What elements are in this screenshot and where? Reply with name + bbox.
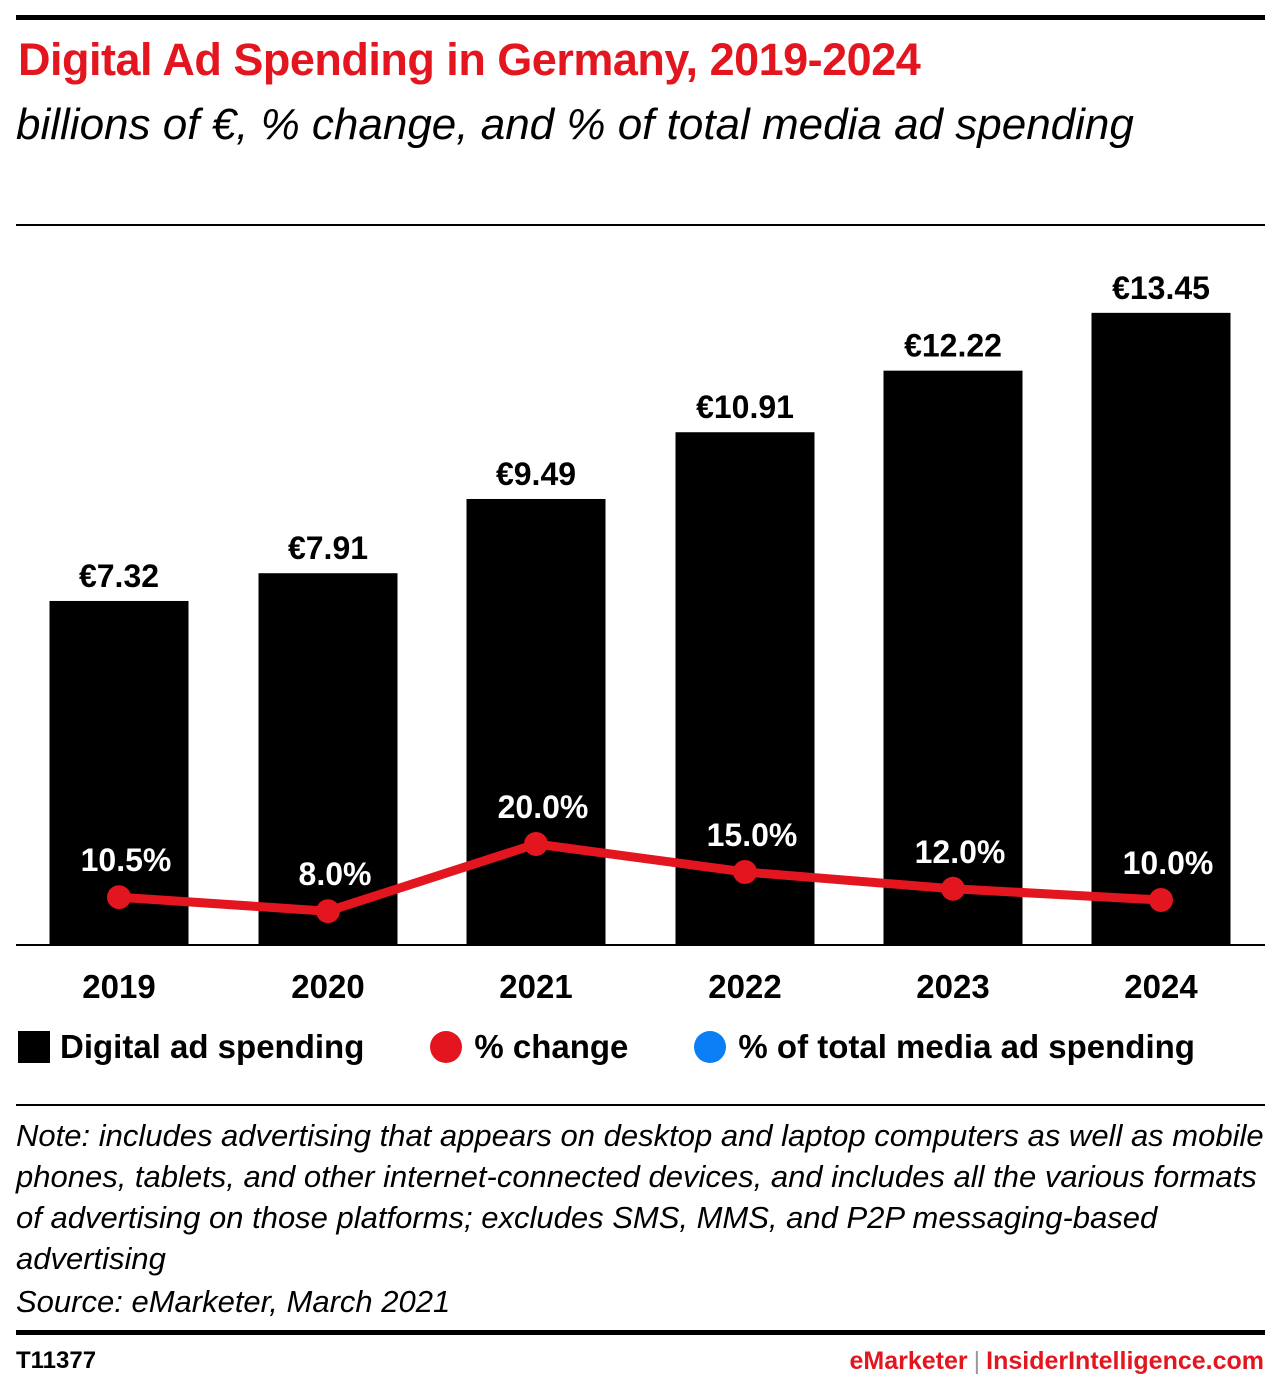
legend-item-digital-ad-spending: Digital ad spending: [18, 1028, 364, 1066]
top-rule: [16, 15, 1265, 20]
legend-item-pct-total-media: % of total media ad spending: [694, 1028, 1195, 1066]
footer-rule: [16, 1330, 1265, 1335]
pct-change-point: [733, 860, 757, 884]
x-tick-label: 2019: [82, 968, 155, 1000]
bar-value-label: €7.32: [79, 558, 159, 594]
pct-change-label: 10.5%: [81, 842, 172, 878]
bar-value-label: €13.45: [1112, 270, 1210, 306]
brand-emarketer: eMarketer: [849, 1347, 968, 1375]
pct-change-point: [524, 832, 548, 856]
bar-2023: [883, 370, 1023, 945]
pct-change-point: [107, 885, 131, 910]
legend-label: % of total media ad spending: [738, 1028, 1195, 1065]
pct-change-label: 20.0%: [498, 789, 589, 825]
x-tick-label: 2022: [708, 968, 781, 1000]
pct-change-line: [114, 839, 1166, 916]
legend-item-pct-change: % change: [430, 1028, 628, 1066]
pct-change-label: 12.0%: [915, 834, 1006, 870]
bar-2021: [466, 498, 606, 945]
header-rule: [16, 224, 1265, 226]
legend-swatch-red-dot: [430, 1031, 463, 1063]
chart-legend: Digital ad spending % change % of total …: [18, 1026, 1195, 1068]
legend-label: Digital ad spending: [60, 1028, 365, 1065]
bar-2024: [1091, 312, 1231, 946]
brand-insider-intelligence: InsiderIntelligence.com: [986, 1347, 1264, 1375]
legend-swatch-blue-dot: [694, 1031, 727, 1063]
combo-chart: €7.32 €7.91 €9.49 €10.91 €12.22 €13.45 2019 202…: [16, 270, 1265, 1000]
bar-2020: [258, 573, 398, 945]
bar-value-label: €9.49: [496, 456, 576, 492]
brand-footer: eMarketer | InsiderIntelligence.com: [850, 1346, 1265, 1376]
pct-change-point: [316, 899, 340, 924]
bar-value-label: €10.91: [696, 389, 794, 425]
pct-change-label: 15.0%: [707, 817, 798, 853]
bar-value-label: €7.91: [288, 530, 368, 566]
chart-title: Digital Ad Spending in Germany, 2019-202…: [18, 34, 921, 85]
pct-change-label: 10.0%: [1123, 845, 1214, 881]
note-rule: [16, 1104, 1265, 1106]
pct-change-label: 8.0%: [299, 856, 372, 892]
pct-change-point: [941, 876, 965, 901]
bar-2022: [675, 432, 815, 945]
legend-swatch-bar: [18, 1031, 50, 1063]
x-tick-label: 2020: [291, 968, 364, 1000]
bar-value-label: €12.22: [904, 328, 1002, 364]
chart-id: T11377: [16, 1347, 97, 1374]
brand-separator: |: [973, 1347, 981, 1375]
x-tick-label: 2021: [499, 968, 572, 1000]
chart-subtitle: billions of €, % change, and % of total …: [16, 100, 1134, 149]
legend-label: % change: [474, 1028, 629, 1065]
pct-change-point: [1149, 888, 1173, 912]
source-line: Source: eMarketer, March 2021: [16, 1284, 451, 1319]
footnote: Note: includes advertising that appears …: [16, 1118, 1264, 1276]
x-tick-label: 2023: [916, 968, 989, 1000]
x-tick-label: 2024: [1124, 968, 1198, 1000]
